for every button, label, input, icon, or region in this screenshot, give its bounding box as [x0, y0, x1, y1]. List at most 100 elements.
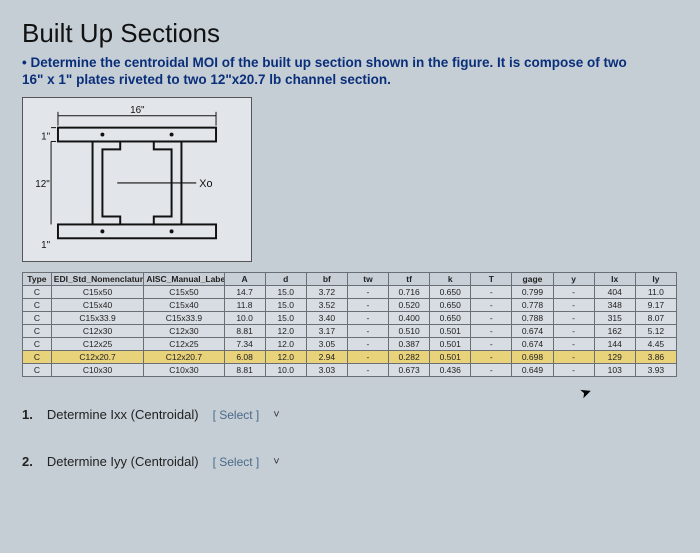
table-cell: 3.72: [306, 286, 347, 299]
table-cell: 0.501: [430, 338, 471, 351]
table-cell: 129: [594, 351, 635, 364]
table-cell: C10x30: [51, 364, 144, 377]
table-row[interactable]: CC12x30C12x308.8112.03.17-0.5100.501-0.6…: [23, 325, 677, 338]
table-cell: 144: [594, 338, 635, 351]
table-header: EDI_Std_Nomenclature: [51, 273, 144, 286]
table-cell: 11.0: [635, 286, 676, 299]
table-cell: -: [553, 338, 594, 351]
table-cell: 0.674: [512, 338, 553, 351]
table-cell: 0.650: [430, 299, 471, 312]
table-row[interactable]: CC10x30C10x308.8110.03.03-0.6730.436-0.6…: [23, 364, 677, 377]
q2-text: Determine Iyy (Centroidal): [47, 454, 199, 469]
table-cell: -: [553, 351, 594, 364]
table-cell: C12x30: [144, 325, 224, 338]
question-2: 2. Determine Iyy (Centroidal) [ Select ]…: [22, 454, 678, 469]
table-cell: 3.17: [306, 325, 347, 338]
dim-tp-1: 1": [41, 131, 50, 142]
table-cell: 12.0: [265, 325, 306, 338]
table-cell: 8.81: [224, 364, 265, 377]
table-cell: 404: [594, 286, 635, 299]
table-cell: C: [23, 312, 52, 325]
table-cell: C: [23, 338, 52, 351]
q1-text: Determine Ixx (Centroidal): [47, 407, 199, 422]
table-cell: 3.86: [635, 351, 676, 364]
table-cell: 10.0: [265, 364, 306, 377]
table-cell: -: [471, 299, 512, 312]
dim-depth: 12": [35, 179, 50, 190]
table-cell: -: [347, 364, 388, 377]
cursor-icon: ➤: [577, 383, 594, 403]
table-cell: 348: [594, 299, 635, 312]
table-cell: 3.40: [306, 312, 347, 325]
table-row[interactable]: CC15x40C15x4011.815.03.52-0.5200.650-0.7…: [23, 299, 677, 312]
table-body: CC15x50C15x5014.715.03.72-0.7160.650-0.7…: [23, 286, 677, 377]
table-cell: C12x25: [144, 338, 224, 351]
table-header: gage: [512, 273, 553, 286]
table-cell: 3.52: [306, 299, 347, 312]
table-cell: C15x40: [51, 299, 144, 312]
page-title: Built Up Sections: [22, 18, 678, 49]
table-cell: 0.674: [512, 325, 553, 338]
table-cell: 12.0: [265, 351, 306, 364]
table-header: y: [553, 273, 594, 286]
table-cell: -: [471, 338, 512, 351]
table-cell: C15x40: [144, 299, 224, 312]
table-cell: 5.12: [635, 325, 676, 338]
table-cell: 0.520: [389, 299, 430, 312]
table-cell: 8.07: [635, 312, 676, 325]
table-cell: C: [23, 286, 52, 299]
table-cell: -: [471, 312, 512, 325]
table-header: tw: [347, 273, 388, 286]
table-header: d: [265, 273, 306, 286]
q1-select[interactable]: [ Select ]: [213, 408, 260, 422]
table-row[interactable]: CC12x25C12x257.3412.03.05-0.3870.501-0.6…: [23, 338, 677, 351]
table-cell: -: [553, 364, 594, 377]
table-cell: -: [347, 312, 388, 325]
table-cell: 8.81: [224, 325, 265, 338]
table-cell: -: [347, 299, 388, 312]
table-cell: C: [23, 325, 52, 338]
table-cell: 15.0: [265, 312, 306, 325]
chevron-down-icon[interactable]: ˅: [273, 456, 287, 468]
chevron-down-icon[interactable]: ˅: [273, 409, 287, 421]
table-cell: 0.387: [389, 338, 430, 351]
table-cell: 0.649: [512, 364, 553, 377]
table-cell: C15x50: [51, 286, 144, 299]
table-cell: -: [471, 286, 512, 299]
table-cell: -: [553, 312, 594, 325]
table-cell: 10.0: [224, 312, 265, 325]
dim-bp-1: 1": [41, 240, 50, 251]
table-cell: -: [347, 325, 388, 338]
table-cell: C15x33.9: [144, 312, 224, 325]
table-cell: 0.501: [430, 351, 471, 364]
table-cell: -: [553, 325, 594, 338]
problem-statement-2: 16" x 1" plates riveted to two 12"x20.7 …: [22, 72, 678, 87]
table-cell: -: [347, 338, 388, 351]
table-cell: C15x33.9: [51, 312, 144, 325]
table-cell: 2.94: [306, 351, 347, 364]
table-cell: 0.673: [389, 364, 430, 377]
table-cell: C12x25: [51, 338, 144, 351]
table-cell: C12x20.7: [144, 351, 224, 364]
table-cell: C: [23, 299, 52, 312]
table-row[interactable]: CC12x20.7C12x20.76.0812.02.94-0.2820.501…: [23, 351, 677, 364]
table-header: Iy: [635, 273, 676, 286]
table-cell: C12x20.7: [51, 351, 144, 364]
table-row[interactable]: CC15x33.9C15x33.910.015.03.40-0.4000.650…: [23, 312, 677, 325]
q2-number: 2.: [22, 454, 33, 469]
table-cell: -: [553, 286, 594, 299]
table-cell: 0.400: [389, 312, 430, 325]
table-cell: 9.17: [635, 299, 676, 312]
table-row[interactable]: CC15x50C15x5014.715.03.72-0.7160.650-0.7…: [23, 286, 677, 299]
table-cell: 4.45: [635, 338, 676, 351]
table-cell: 0.778: [512, 299, 553, 312]
table-cell: 15.0: [265, 299, 306, 312]
table-header: A: [224, 273, 265, 286]
table-cell: -: [471, 325, 512, 338]
q2-select[interactable]: [ Select ]: [213, 455, 260, 469]
table-cell: C15x50: [144, 286, 224, 299]
table-cell: 3.03: [306, 364, 347, 377]
table-cell: 14.7: [224, 286, 265, 299]
question-1: 1. Determine Ixx (Centroidal) [ Select ]…: [22, 407, 678, 422]
table-cell: -: [471, 351, 512, 364]
